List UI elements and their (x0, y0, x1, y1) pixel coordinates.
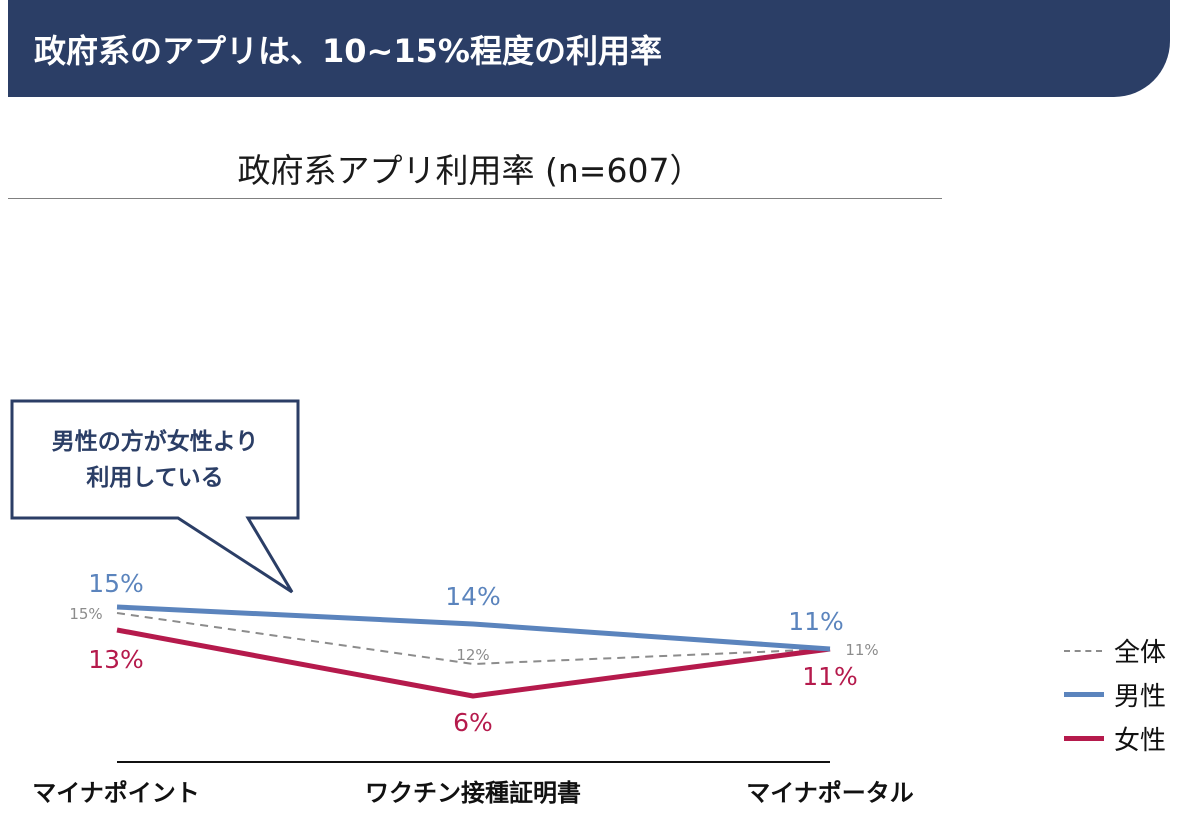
series-line-female (116, 627, 831, 699)
callout-line-2: 利用している (86, 465, 224, 491)
legend-item-female: 女性 (1062, 718, 1182, 762)
callout-bubble (10, 399, 300, 594)
data-label-overall-1: 15% (69, 605, 102, 623)
series-line-male (116, 604, 831, 652)
x-tick-label-3: マイナポータル (746, 779, 914, 807)
data-label-male-3: 11% (788, 607, 844, 636)
legend-item-overall: 全体 (1062, 630, 1182, 674)
x-tick-label-1: マイナポイント (32, 779, 200, 807)
header-title: 政府系のアプリは、10~15%程度の利用率 (34, 32, 662, 70)
legend-swatch-female (1064, 736, 1104, 741)
legend-label-female: 女性 (1114, 726, 1167, 756)
x-tick-label-2: ワクチン接種証明書 (365, 779, 581, 807)
legend-swatch-male (1064, 692, 1104, 697)
callout-text: 男性の方が女性より 利用している (12, 424, 298, 496)
series-line-overall (116, 612, 831, 666)
legend-label-male: 男性 (1114, 682, 1167, 712)
data-label-female-3: 11% (802, 662, 858, 691)
legend: 全体 男性 女性 (1062, 630, 1182, 762)
legend-swatch-overall (1064, 650, 1102, 652)
header-bar: 政府系のアプリは、10~15%程度の利用率 (8, 0, 1170, 97)
data-label-overall-2: 12% (456, 646, 489, 664)
title-divider (8, 198, 942, 199)
data-label-male-1: 15% (88, 569, 144, 598)
data-label-male-2: 14% (445, 582, 501, 611)
data-label-female-2: 6% (453, 708, 493, 737)
legend-item-male: 男性 (1062, 674, 1182, 718)
data-label-female-1: 13% (88, 645, 144, 674)
chart-title: 政府系アプリ利用率 (n=607） (237, 151, 703, 190)
legend-label-overall: 全体 (1114, 638, 1167, 668)
data-label-overall-3: 11% (845, 641, 878, 659)
callout-line-1: 男性の方が女性より (51, 429, 259, 455)
